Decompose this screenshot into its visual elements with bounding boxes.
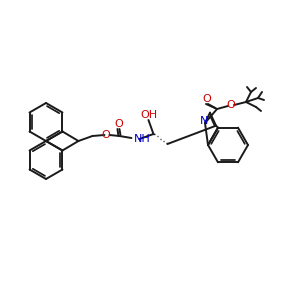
Text: NH: NH bbox=[134, 134, 150, 144]
Text: O: O bbox=[226, 100, 236, 110]
Text: O: O bbox=[202, 94, 211, 104]
Text: N: N bbox=[200, 116, 208, 126]
Text: O: O bbox=[114, 119, 123, 129]
Text: OH: OH bbox=[140, 110, 157, 120]
Text: O: O bbox=[102, 130, 110, 140]
